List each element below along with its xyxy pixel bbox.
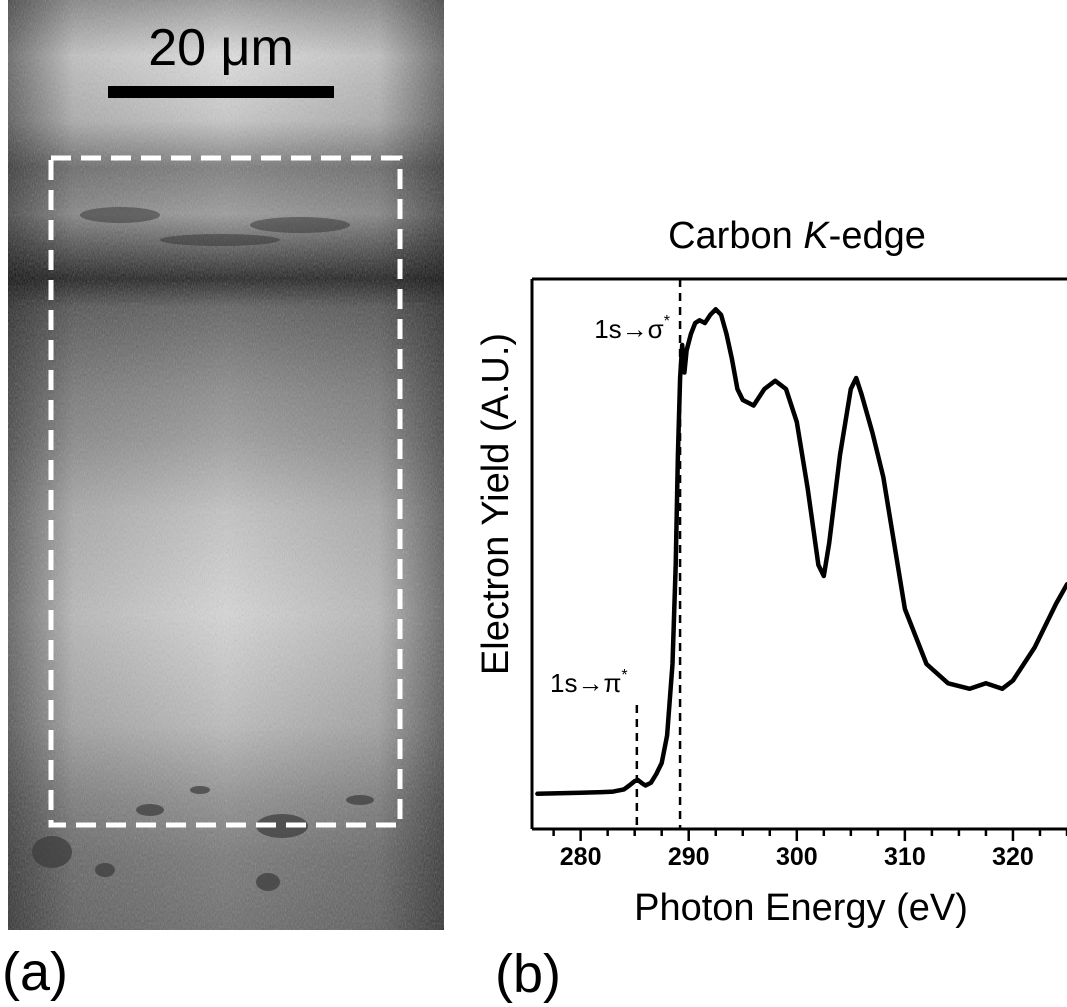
x-tick-label: 320	[992, 843, 1034, 871]
transition-marker-label: 1s→σ*	[594, 313, 670, 344]
y-axis-label: Electron Yield (A.U.)	[475, 333, 517, 675]
scale-bar	[108, 86, 334, 98]
x-tick-label: 310	[884, 843, 926, 871]
series-line	[535, 307, 1067, 797]
x-tick-label: 290	[668, 843, 710, 871]
x-tick-label: 280	[560, 843, 602, 871]
chart-title: Carbon K-edge	[668, 215, 926, 257]
region-of-interest-box	[48, 155, 403, 828]
x-axis-label: Photon Energy (eV)	[634, 887, 968, 929]
panel-label-b: (b)	[495, 944, 561, 1004]
panel-label-a: (a)	[2, 942, 68, 1002]
x-tick-label: 300	[776, 843, 818, 871]
scale-bar-label: 20 μm	[148, 19, 294, 77]
transition-marker-label: 1s→π*	[550, 667, 628, 698]
micrograph-panel: 20 μm (a)	[2, 0, 444, 1002]
